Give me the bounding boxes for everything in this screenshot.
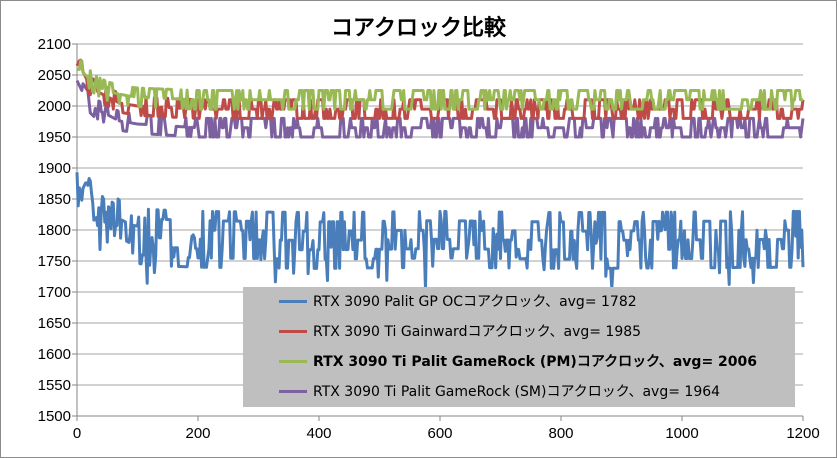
series-line-3: [75, 79, 805, 139]
y-tick-label: 1950: [38, 129, 71, 146]
x-tick-label: 400: [306, 425, 331, 442]
x-tick-label: 0: [73, 425, 81, 442]
x-tick-label: 1200: [786, 425, 819, 442]
legend-label: RTX 3090 Palit GP OCコアクロック、avg= 1782: [313, 294, 637, 310]
x-tick-label: 600: [427, 425, 452, 442]
legend-swatch: [279, 329, 307, 333]
legend-label: RTX 3090 Ti Gainwardコアクロック、avg= 1985: [313, 324, 642, 340]
legend-swatch: [279, 389, 307, 393]
y-tick-label: 1800: [38, 222, 71, 239]
legend-label: RTX 3090 Ti Palit GameRock (SM)コアクロック、av…: [313, 384, 721, 400]
chart-title: コアクロック比較: [331, 16, 506, 41]
x-tick-label: 200: [185, 425, 210, 442]
y-tick-label: 2100: [38, 36, 71, 53]
series-line-0: [75, 172, 805, 292]
y-tick-label: 1700: [38, 284, 71, 301]
y-tick-label: 1500: [38, 408, 71, 425]
y-tick-label: 1900: [38, 160, 71, 177]
legend-swatch: [279, 299, 307, 303]
y-tick-label: 1550: [38, 377, 71, 394]
y-tick-label: 1650: [38, 315, 71, 332]
y-tick-label: 2050: [38, 67, 71, 84]
legend-item: RTX 3090 Ti Palit GameRock (PM)コアクロック、av…: [243, 351, 757, 371]
y-tick-label: 1750: [38, 253, 71, 270]
legend-swatch: [279, 359, 307, 363]
legend-label: RTX 3090 Ti Palit GameRock (PM)コアクロック、av…: [313, 354, 758, 370]
y-tick-label: 1600: [38, 346, 71, 363]
legend-item: RTX 3090 Palit GP OCコアクロック、avg= 1782: [243, 291, 637, 311]
legend-item: RTX 3090 Ti Gainwardコアクロック、avg= 1985: [243, 321, 641, 341]
y-tick-label: 1850: [38, 191, 71, 208]
x-tick-label: 800: [548, 425, 573, 442]
y-tick-label: 2000: [38, 98, 71, 115]
x-tick-label: 1000: [665, 425, 698, 442]
legend-item: RTX 3090 Ti Palit GameRock (SM)コアクロック、av…: [243, 381, 720, 401]
legend: RTX 3090 Palit GP OCコアクロック、avg= 1782 RTX …: [243, 287, 795, 407]
series-line-2: [76, 59, 804, 111]
